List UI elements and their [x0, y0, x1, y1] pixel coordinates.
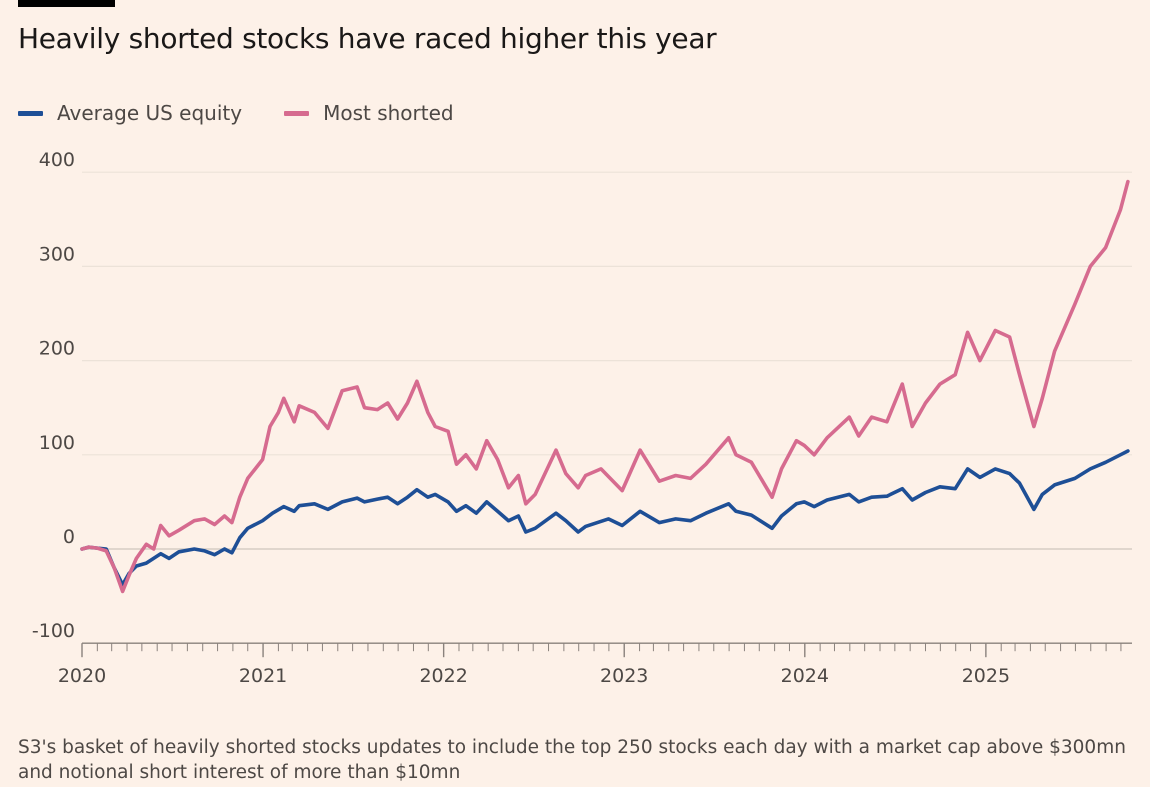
legend-label-most-shorted: Most shorted — [323, 101, 454, 125]
footnote: S3's basket of heavily shorted stocks up… — [18, 737, 1126, 783]
x-tick-label: 2021 — [239, 665, 287, 687]
series-line-most-shorted — [80, 179, 1130, 594]
x-tick-label: 2024 — [781, 665, 829, 687]
legend-label-average: Average US equity — [57, 101, 243, 125]
y-tick-label: 300 — [39, 243, 75, 265]
legend-item-average: Average US equity — [18, 101, 242, 125]
legend-item-most-shorted: Most shorted — [284, 101, 454, 125]
y-tick-label: 200 — [39, 338, 75, 360]
x-tick-label: 2025 — [962, 665, 1010, 687]
y-tick-label: -100 — [32, 620, 75, 642]
x-tick-label: 2022 — [419, 665, 467, 687]
series-line-average-us-equity — [80, 449, 1130, 587]
top-rule — [18, 0, 115, 7]
x-tick-label: 2023 — [600, 665, 648, 687]
legend-swatch-average — [18, 110, 43, 116]
x-tick-label: 2020 — [58, 665, 106, 687]
chart-title: Heavily shorted stocks have raced higher… — [18, 22, 717, 55]
y-tick-label: 400 — [39, 149, 75, 171]
y-tick-label: 0 — [63, 526, 75, 548]
legend: Average US equity Most shorted — [18, 100, 496, 126]
legend-swatch-most-shorted — [284, 110, 310, 116]
y-tick-label: 100 — [39, 432, 75, 454]
